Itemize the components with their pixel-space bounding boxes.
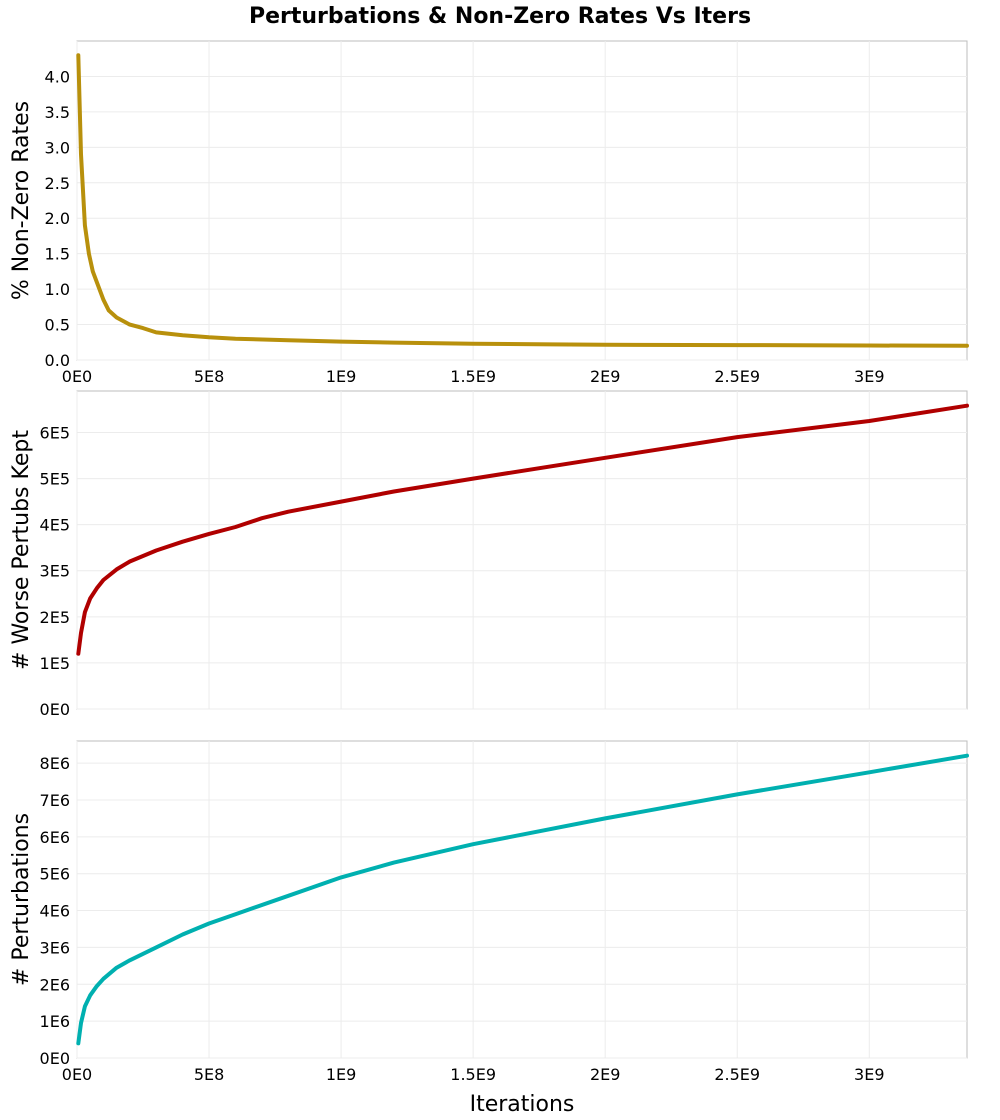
x-tick-label: 5E8 <box>194 1065 224 1084</box>
y-tick-label: 3E5 <box>40 562 70 581</box>
y-tick-label: 3E6 <box>40 938 70 957</box>
y-tick-label: 3.0 <box>45 138 70 157</box>
y-tick-label: 2.0 <box>45 209 70 228</box>
y-tick-label: 4.0 <box>45 67 70 86</box>
x-tick-label: 0E0 <box>62 367 92 386</box>
y-tick-label: 1E5 <box>40 654 70 673</box>
y-tick-label: 5E5 <box>40 470 70 489</box>
series-line-nonzero-rates <box>76 53 969 348</box>
x-tick-label: 2E9 <box>590 367 620 386</box>
y-tick-label: 6E5 <box>40 423 70 442</box>
x-tick-label: 5E8 <box>194 367 224 386</box>
y-tick-label: 0E0 <box>40 1049 70 1068</box>
y-tick-label: 0.5 <box>45 316 70 335</box>
panel-perturbations: 0E0 5E8 1E9 1.5E9 2E9 2.5E9 3E9 0E0 1E6 2E6 3E6 4E6… <box>9 740 969 1117</box>
y-tick-label: 5E6 <box>40 865 70 884</box>
x-tick-label: 2.5E9 <box>714 1065 760 1084</box>
x-tick-label: 2.5E9 <box>714 367 760 386</box>
x-tick-label: 1.5E9 <box>450 1065 496 1084</box>
y-tick-label: 0E0 <box>40 700 70 719</box>
x-tick-label: 2E9 <box>590 1065 620 1084</box>
x-tick-label: 0E0 <box>62 1065 92 1084</box>
x-tick-label: 3E9 <box>854 367 884 386</box>
y-tick-label: 0.0 <box>45 351 70 370</box>
plot-area-nonzero-rates <box>76 40 968 361</box>
y-axis-label: # Worse Pertubs Kept <box>9 430 34 670</box>
series-line-worse-perturbs <box>76 403 969 656</box>
y-tick-label: 1.5 <box>45 245 70 264</box>
chart-title: Perturbations & Non-Zero Rates Vs Iters <box>249 4 751 29</box>
y-tick-label: 2.5 <box>45 174 70 193</box>
plot-area-perturbations <box>76 740 968 1059</box>
x-tick-label: 1.5E9 <box>450 367 496 386</box>
y-tick-label: 2E5 <box>40 608 70 627</box>
y-tick-label: 1.0 <box>45 280 70 299</box>
panel-nonzero-rates: 0E0 5E8 1E9 1.5E9 2E9 2.5E9 3E9 0.0 0.5 1.0 1.5 2.0… <box>9 40 969 386</box>
y-tick-label: 2E6 <box>40 975 70 994</box>
y-tick-label: 3.5 <box>45 103 70 122</box>
x-tick-label: 1E9 <box>326 367 356 386</box>
plot-area-worse-perturbs <box>76 390 968 710</box>
y-tick-label: 4E5 <box>40 516 70 535</box>
y-axis-label: % Non-Zero Rates <box>9 101 34 300</box>
panel-worse-perturbs: 0E0 1E5 2E5 3E5 4E5 5E5 6E5 # Worse Pertubs Kep… <box>9 390 969 719</box>
x-axis-label: Iterations <box>470 1092 575 1117</box>
x-tick-label: 1E9 <box>326 1065 356 1084</box>
series-line-perturbations <box>76 753 969 1046</box>
y-axis-label: # Perturbations <box>9 813 34 986</box>
x-tick-label: 3E9 <box>854 1065 884 1084</box>
y-tick-label: 6E6 <box>40 828 70 847</box>
y-tick-label: 8E6 <box>40 754 70 773</box>
y-tick-label: 7E6 <box>40 791 70 810</box>
y-tick-label: 4E6 <box>40 902 70 921</box>
y-tick-label: 1E6 <box>40 1012 70 1031</box>
